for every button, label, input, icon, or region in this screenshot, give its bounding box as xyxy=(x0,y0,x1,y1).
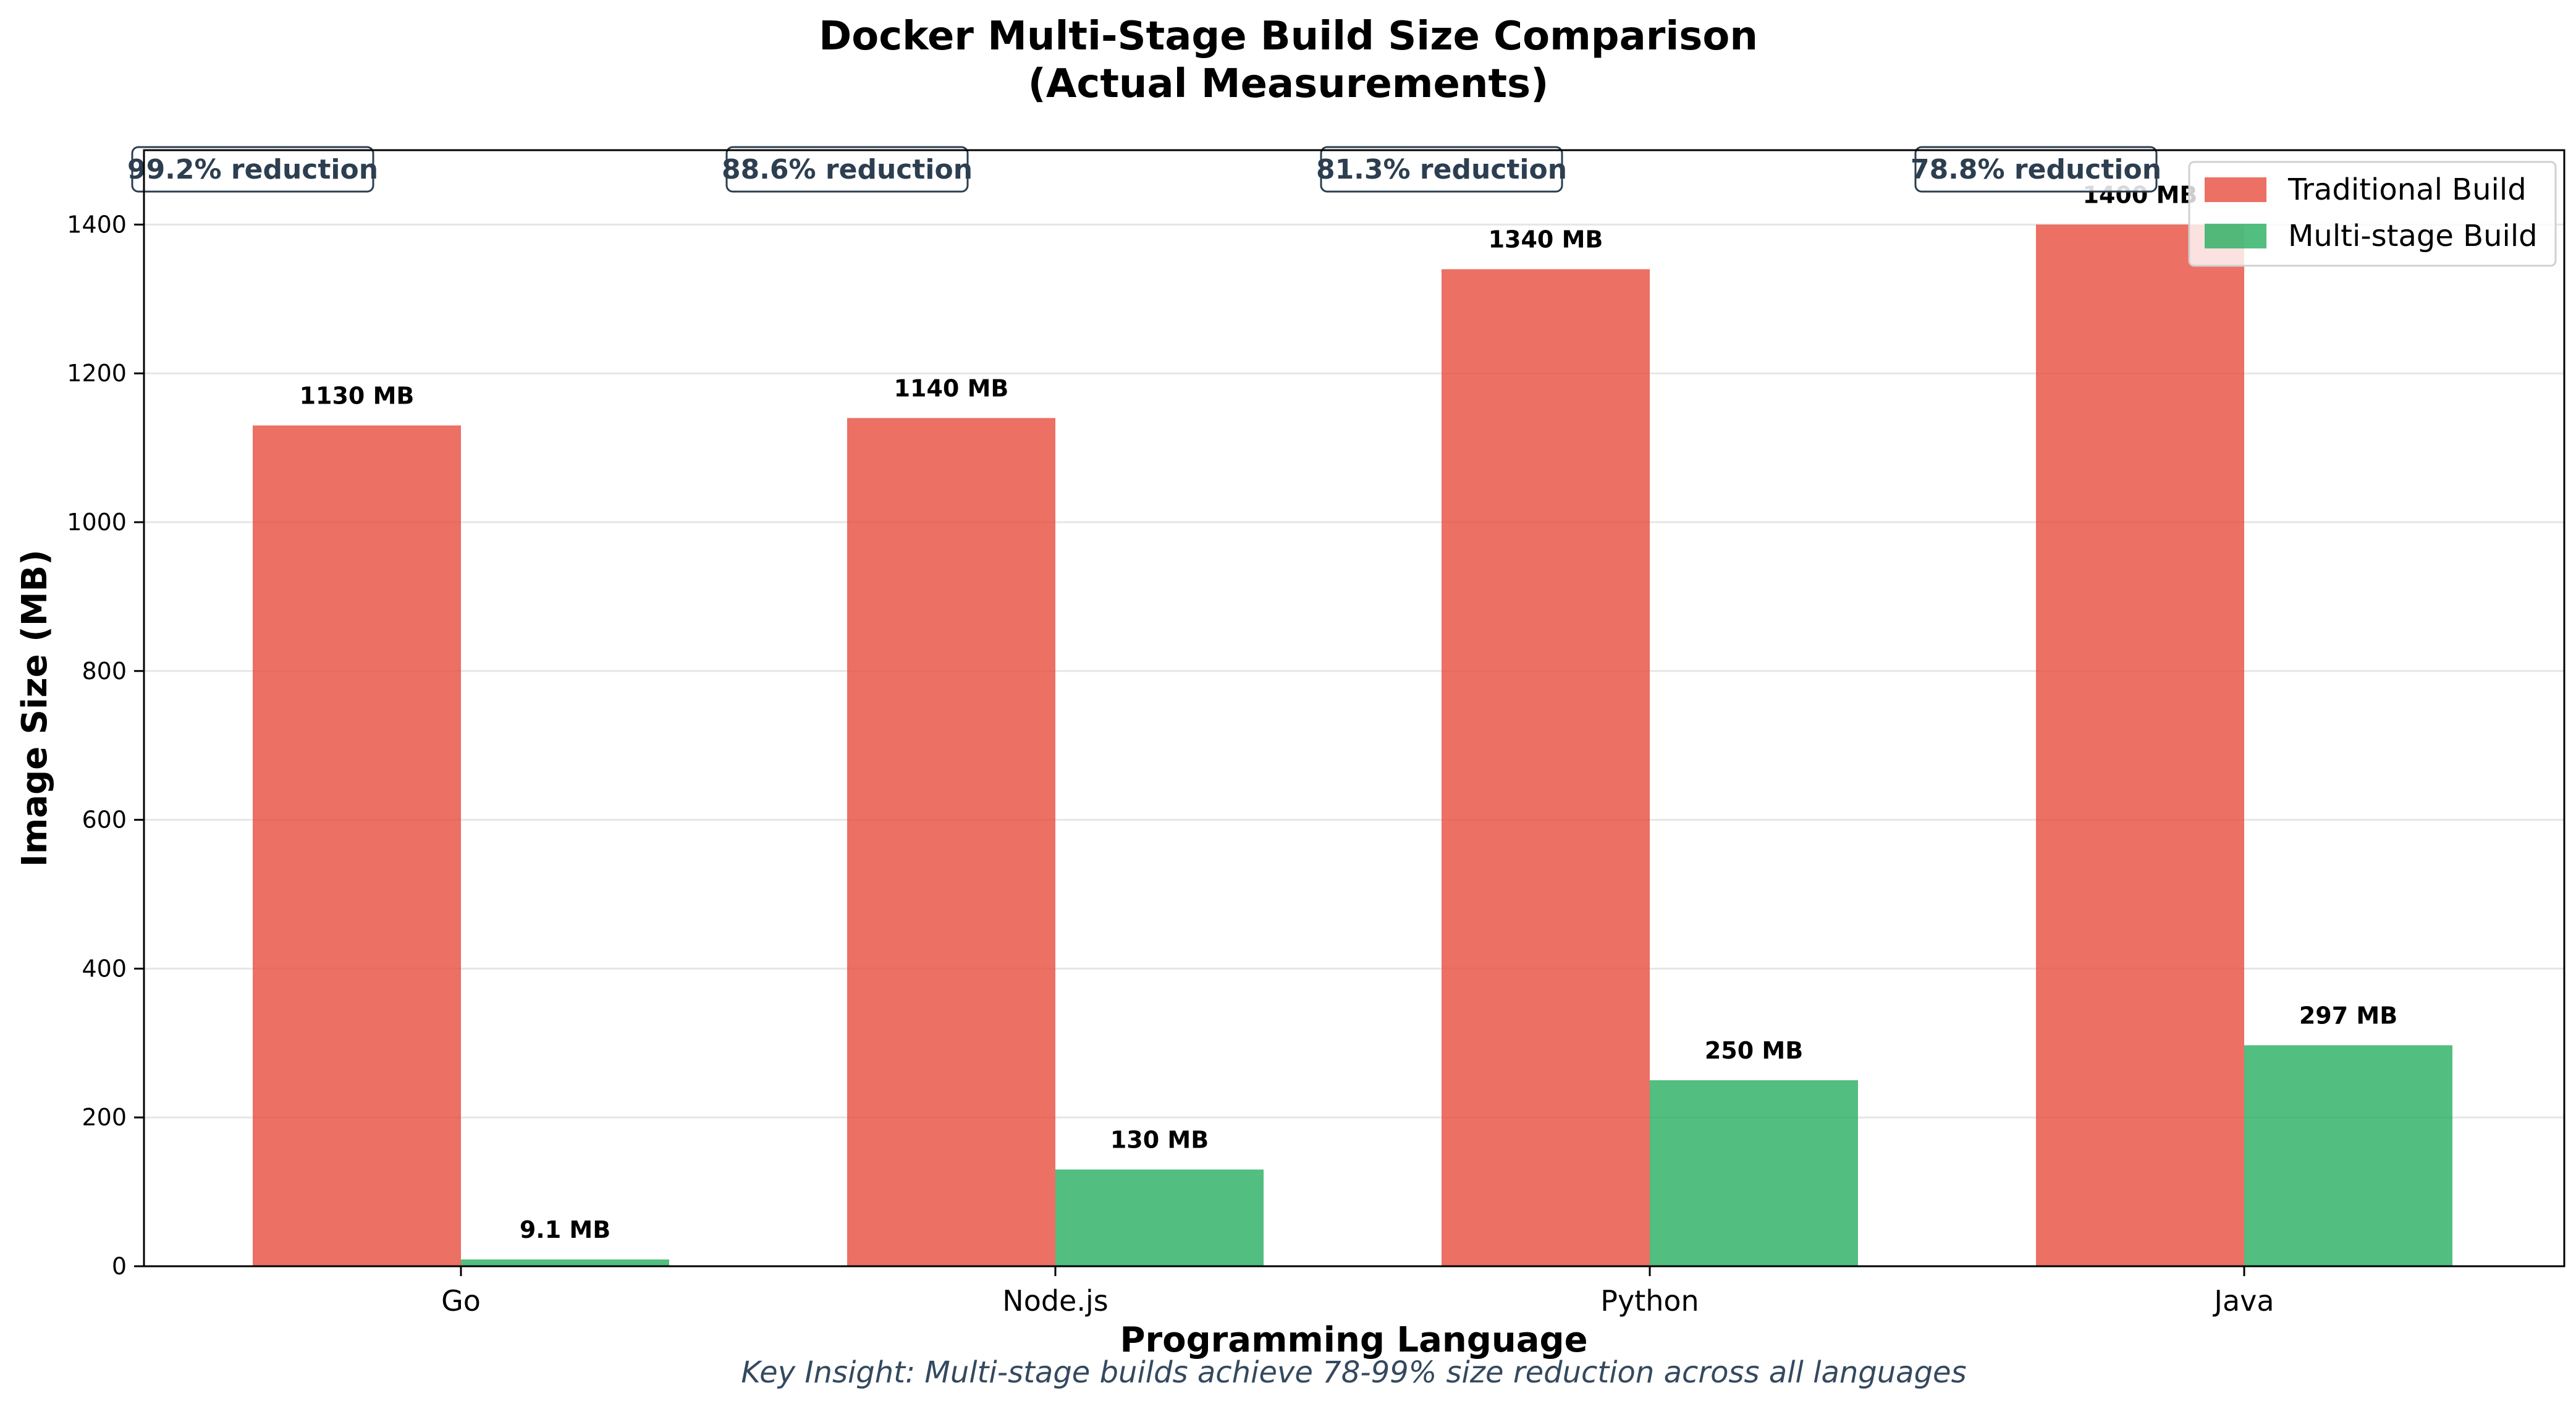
legend-box xyxy=(2188,161,2557,267)
bar-multi-stage-build-python xyxy=(1650,1080,1858,1266)
x-axis-label: Programming Language xyxy=(1120,1320,1587,1360)
key-insight-footnote: Key Insight: Multi-stage builds achieve … xyxy=(741,1355,1966,1390)
bar-value-label: 9.1 MB xyxy=(520,1216,610,1243)
bar-traditional-build-go xyxy=(253,425,461,1266)
y-tick-label: 800 xyxy=(82,658,127,685)
bar-value-label: 1140 MB xyxy=(894,374,1009,402)
x-tick-label: Python xyxy=(1600,1284,1699,1318)
reduction-label: 88.6% reduction xyxy=(722,154,973,185)
bars-group xyxy=(253,224,2452,1267)
bar-value-label: 250 MB xyxy=(1705,1037,1803,1064)
reduction-box xyxy=(1914,146,2158,193)
reduction-box xyxy=(725,146,969,193)
legend-swatch-traditional xyxy=(2205,177,2266,202)
bar-multi-stage-build-go xyxy=(461,1259,669,1266)
reduction-box xyxy=(131,146,374,193)
bar-multi-stage-build-java xyxy=(2244,1045,2452,1266)
y-tick-label: 600 xyxy=(82,806,127,834)
y-tick-label: 200 xyxy=(82,1104,127,1131)
bar-traditional-build-java xyxy=(2036,224,2244,1266)
y-tick-label: 1200 xyxy=(67,360,127,387)
bar-traditional-build-nodejs xyxy=(847,418,1055,1267)
reduction-annotations: 99.2% reduction 88.6% reduction 81.3% redu… xyxy=(127,146,2161,193)
y-tick-label: 1000 xyxy=(67,509,127,536)
grid-lines xyxy=(144,223,2564,1119)
bar-value-label: 1340 MB xyxy=(1489,226,1603,253)
bar-value-label: 130 MB xyxy=(1110,1126,1209,1153)
bar-multi-stage-build-nodejs xyxy=(1055,1169,1264,1266)
x-tick-label: Node.js xyxy=(1002,1284,1108,1318)
chart-subtitle: (Actual Measurements) xyxy=(1028,61,1549,107)
legend-label-traditional: Traditional Build xyxy=(2287,172,2527,207)
reduction-label: 81.3% reduction xyxy=(1316,154,1567,185)
plot-frame xyxy=(143,149,2565,1267)
legend-label-multistage: Multi-stage Build xyxy=(2288,219,2538,253)
legend: Traditional Build Multi-stage Build xyxy=(2188,161,2557,267)
x-tick-label: Go xyxy=(441,1284,481,1318)
bar-traditional-build-python xyxy=(1442,269,1650,1266)
y-tick-label: 1400 xyxy=(67,211,127,238)
x-axis-ticks: Go Node.js Python Java xyxy=(441,1266,2274,1318)
y-tick-label: 400 xyxy=(82,955,127,982)
reduction-label: 78.8% reduction xyxy=(1911,154,2161,185)
y-axis-label: Image Size (MB) xyxy=(15,549,55,867)
reduction-box xyxy=(1320,146,1563,193)
x-tick-label: Java xyxy=(2212,1284,2274,1318)
y-tick-label: 0 xyxy=(112,1253,127,1280)
reduction-label: 99.2% reduction xyxy=(127,154,378,185)
legend-swatch-multistage xyxy=(2205,224,2266,248)
bar-value-label: 1130 MB xyxy=(300,382,415,409)
bar-value-label: 297 MB xyxy=(2299,1002,2397,1029)
chart-title: Docker Multi-Stage Build Size Comparison xyxy=(819,14,1758,59)
y-axis-ticks: 0 200 400 600 800 1000 1200 1400 xyxy=(67,211,144,1280)
